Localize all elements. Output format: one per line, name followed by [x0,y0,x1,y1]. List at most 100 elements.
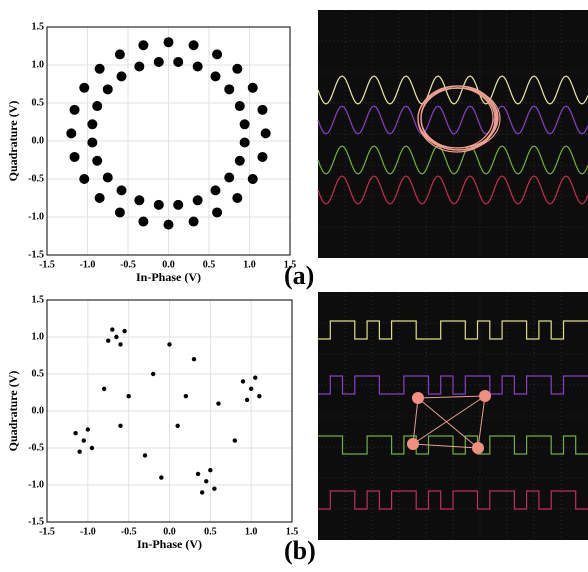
point [173,57,183,67]
x-tick-label: -1.0 [80,526,96,537]
point [87,119,97,129]
x-tick-label: 1.5 [284,259,297,270]
point [92,156,102,166]
x-tick-label: 0.5 [203,259,216,270]
x-tick-label: -1.5 [39,526,55,537]
point [224,84,234,94]
point [257,105,267,115]
point [118,424,122,428]
point [212,49,222,59]
point [117,71,127,81]
point [86,427,90,431]
point [208,468,212,472]
point [95,64,105,74]
point [173,200,183,210]
point [192,357,196,361]
point [204,479,208,483]
point [240,138,250,148]
point [212,487,216,491]
point [235,101,245,111]
point [126,394,130,398]
y-tick-label: 0.5 [32,368,45,379]
x-tick-label: 1.5 [286,526,299,537]
point [103,172,113,182]
point [106,339,110,343]
point [134,195,144,205]
point [122,329,126,333]
point [115,207,125,217]
point [73,431,77,435]
point [164,37,174,47]
point [233,438,237,442]
point [224,172,234,182]
point [115,49,125,59]
y-tick-label: -0.5 [28,442,44,453]
point [92,101,102,111]
point [175,424,179,428]
y-tick-label: -0.5 [28,173,44,184]
x-axis-title: In-Phase (V) [136,270,201,284]
x-tick-label: 1.0 [245,526,258,537]
point [79,83,89,93]
point [240,119,250,129]
point [118,342,122,346]
point [164,220,174,230]
point [82,438,86,442]
point [193,195,203,205]
point [79,174,89,184]
x-tick-label: -0.5 [120,259,136,270]
point [154,57,164,67]
point [102,387,106,391]
point [200,490,204,494]
figure: (a) (b) -1.5-1.0-0.50.00.51.01.5-1.5-1.0… [0,0,588,567]
point [257,152,267,162]
point [257,394,261,398]
point [110,327,114,331]
scope-constellation [472,442,484,454]
y-axis-title: Quadrature (V) [6,371,20,452]
y-tick-label: -1.0 [28,479,44,490]
point [154,200,164,210]
point [193,62,203,72]
point [232,193,242,203]
point [189,217,199,227]
point [114,335,118,339]
x-tick-label: -0.5 [121,526,137,537]
x-tick-label: -1.0 [80,259,96,270]
y-tick-label: 0.0 [32,135,45,146]
point [184,394,188,398]
point [253,376,257,380]
point [196,472,200,476]
point [87,138,97,148]
x-tick-label: 0.0 [162,259,175,270]
point [103,84,113,94]
point [248,83,258,93]
point [70,105,80,115]
point [216,401,220,405]
y-tick-label: 1.0 [32,331,45,342]
point [235,156,245,166]
point [210,185,220,195]
point [241,379,245,383]
panel-label: (b) [284,536,316,565]
y-tick-label: 1.5 [32,294,45,305]
point [138,217,148,227]
scope-constellation [479,390,491,402]
y-tick-label: -1.0 [28,211,44,222]
x-axis-title: In-Phase (V) [137,537,202,551]
point [151,372,155,376]
point [95,193,105,203]
point [77,450,81,454]
point [138,40,148,50]
point [261,128,271,138]
y-axis-title: Quadrature (V) [6,101,20,182]
point [90,446,94,450]
point [249,387,253,391]
point [245,398,249,402]
point [248,174,258,184]
point [134,62,144,72]
scope-constellation [412,392,424,404]
scope-constellation [407,438,419,450]
point [70,152,80,162]
x-tick-label: 0.5 [204,526,217,537]
